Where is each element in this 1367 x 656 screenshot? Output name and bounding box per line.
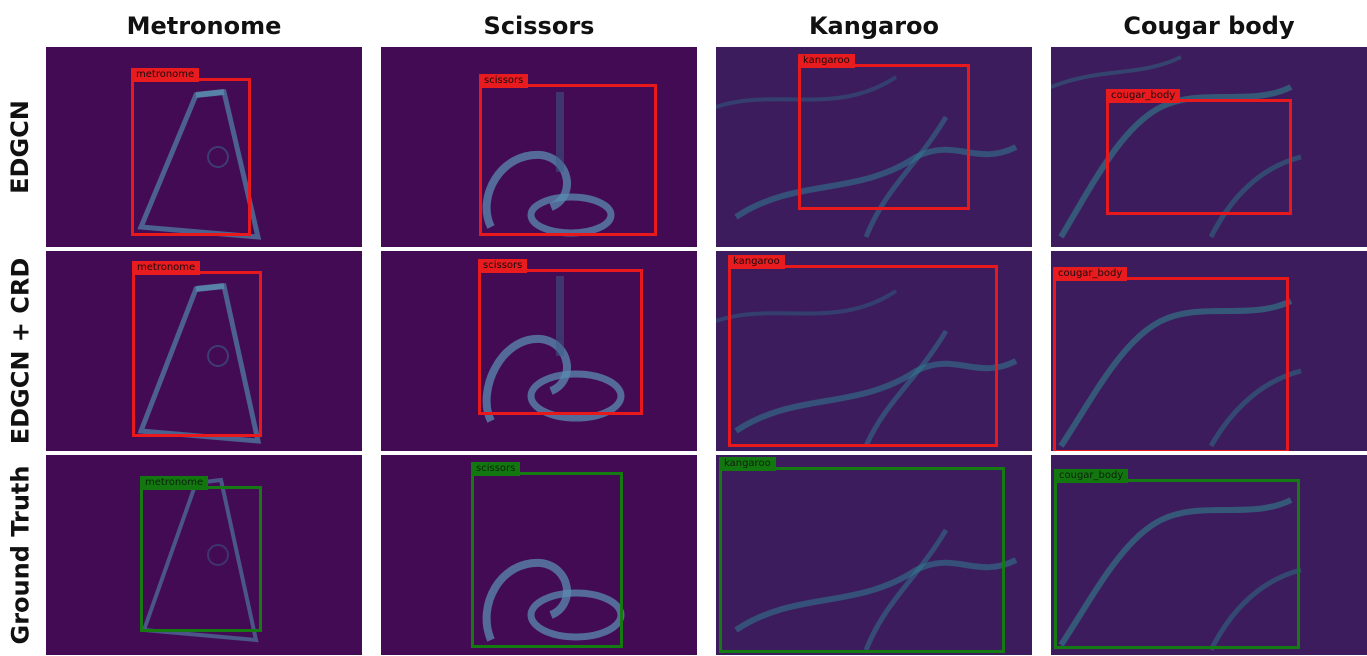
panel-gt-cougar-body: cougar_body [1051,455,1367,655]
prediction-box-label: metronome [132,261,201,275]
prediction-box-label: kangaroo [798,54,855,68]
row-title-edgcn-crd-text: EDGCN + CRD [6,257,34,445]
panel-edgcn-crd-kangaroo: kangaroo [716,251,1032,451]
prediction-box-label: kangaroo [728,255,785,269]
row-title-edgcn-text: EDGCN [6,100,34,194]
panel-edgcn-crd-scissors: scissors [381,251,697,451]
ground-truth-box: cougar_body [1054,469,1300,649]
row-title-edgcn: EDGCN [0,47,40,247]
panel-edgcn-cougar-body: cougar_body [1051,47,1367,247]
panel-edgcn-kangaroo: kangaroo [716,47,1032,247]
panel-edgcn-scissors: scissors [381,47,697,247]
metronome-image [141,477,259,643]
ground-truth-box-label: scissors [471,462,521,476]
prediction-box-label: cougar_body [1106,89,1181,103]
prediction-box: metronome [132,261,262,437]
kangaroo-image [716,75,1018,238]
panel-edgcn-crd-metronome: metronome [46,251,362,451]
ground-truth-box: kangaroo [719,457,1005,653]
cougar-body-image [1051,55,1302,239]
prediction-box-label: cougar_body [1053,267,1128,281]
metronome-image [137,283,262,444]
ground-truth-box: metronome [140,476,262,632]
ground-truth-box-label: kangaroo [719,457,776,471]
prediction-box-label: scissors [479,74,529,88]
cougar-body-image [1058,497,1302,652]
row-title-edgcn-crd: EDGCN + CRD [0,251,40,451]
panel-edgcn-metronome: metronome [46,47,362,247]
kangaroo-image [734,528,1018,651]
kangaroo-image [716,289,1018,448]
scissors-image [482,276,625,423]
prediction-box: cougar_body [1053,267,1289,451]
prediction-box: scissors [479,74,657,236]
panel-gt-metronome: metronome [46,455,362,655]
column-title-scissors: Scissors [483,12,595,40]
panel-gt-kangaroo: kangaroo [716,455,1032,655]
prediction-box: metronome [131,68,251,236]
ground-truth-box: scissors [471,462,623,648]
ground-truth-box-label: cougar_body [1054,469,1129,483]
row-title-ground-truth-text: Ground Truth [6,465,35,645]
panel-gt-scissors: scissors [381,455,697,655]
prediction-box: cougar_body [1106,89,1292,215]
prediction-box-label: metronome [131,68,200,82]
column-title-cougar-body: Cougar body [1123,12,1295,40]
column-title-metronome: Metronome [126,12,282,40]
prediction-box: scissors [478,259,643,415]
prediction-box: kangaroo [798,54,970,210]
prediction-box-label: scissors [478,259,528,273]
column-title-kangaroo: Kangaroo [808,12,940,40]
prediction-box: kangaroo [728,255,998,447]
ground-truth-box-label: metronome [140,476,209,490]
panel-edgcn-crd-cougar-body: cougar_body [1051,251,1367,451]
row-title-ground-truth: Ground Truth [0,455,40,655]
